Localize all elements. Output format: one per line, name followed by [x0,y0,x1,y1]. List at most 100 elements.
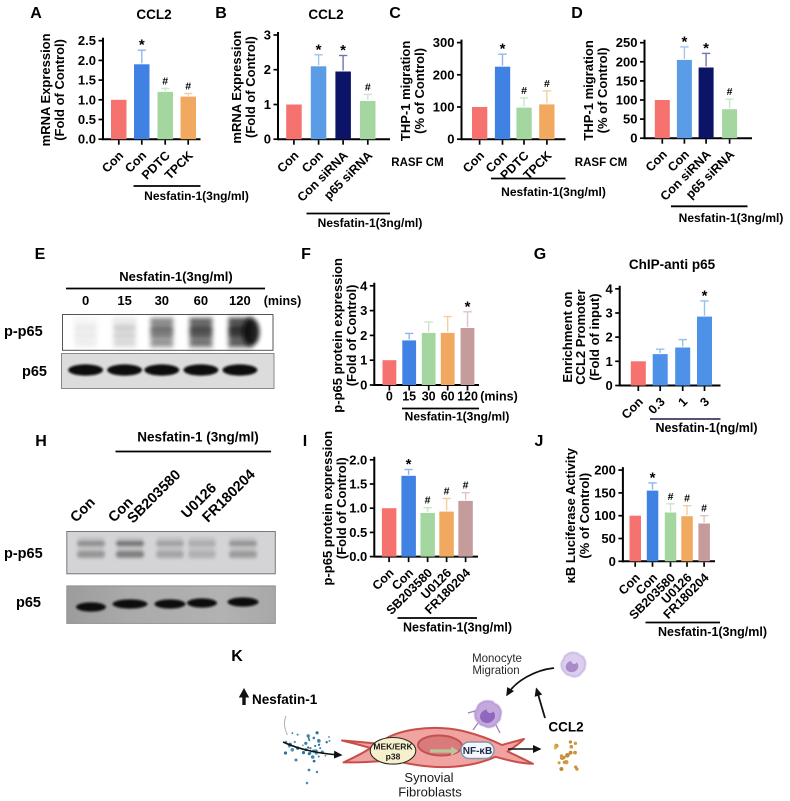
svg-text:1.5: 1.5 [349,477,367,492]
svg-text:0.5: 0.5 [349,525,367,540]
svg-text:0: 0 [360,378,367,393]
svg-text:THP-1 migration: THP-1 migration [581,40,596,140]
svg-text:Nesfatin-1(3ng/ml): Nesfatin-1(3ng/ml) [144,189,249,203]
svg-text:100: 100 [616,93,638,108]
svg-text:Nesfatin-1(3ng/ml): Nesfatin-1(3ng/ml) [318,216,423,230]
svg-text:Monocyte: Monocyte [472,653,522,665]
svg-text:(mins): (mins) [480,390,518,404]
svg-text:Synovial: Synovial [404,770,453,785]
svg-text:#: # [463,480,469,492]
svg-text:CCL2: CCL2 [308,7,343,22]
svg-text:3: 3 [264,28,271,43]
svg-text:#: # [162,75,168,87]
svg-text:1.0: 1.0 [349,501,367,516]
svg-text:#: # [701,503,707,515]
svg-text:*: * [500,41,506,58]
svg-text:4: 4 [360,278,368,293]
svg-text:50: 50 [623,112,637,127]
svg-text:3: 3 [360,303,367,318]
svg-text:κB Luciferase Activity: κB Luciferase Activity [563,447,578,583]
svg-text:2.5: 2.5 [78,33,96,48]
svg-text:(Fold of Control): (Fold of Control) [52,39,67,141]
svg-text:*: * [340,42,346,59]
svg-text:(Fold of Control): (Fold of Control) [334,457,349,559]
svg-text:#: # [425,495,431,507]
svg-text:120: 120 [229,293,251,308]
svg-text:p-p65: p-p65 [4,546,43,562]
svg-text:mRNA Expression: mRNA Expression [229,31,244,144]
svg-text:0: 0 [447,132,454,147]
svg-text:J: J [535,433,544,450]
svg-text:300: 300 [433,35,455,50]
svg-text:1.0: 1.0 [78,92,96,107]
svg-text:I: I [303,433,307,450]
svg-text:1.5: 1.5 [78,73,96,88]
svg-text:(mins): (mins) [264,294,302,308]
svg-text:MEK/ERK: MEK/ERK [373,742,413,752]
svg-text:0: 0 [630,131,637,146]
svg-text:*: * [406,456,412,473]
svg-text:CCL2: CCL2 [136,7,171,22]
svg-text:*: * [139,37,145,54]
svg-text:(Fold of Control): (Fold of Control) [344,284,359,386]
svg-text:Migration: Migration [472,665,519,677]
svg-text:THP-1 migration: THP-1 migration [398,41,413,141]
svg-text:#: # [185,81,191,93]
svg-text:G: G [534,246,546,263]
svg-text:p-p65: p-p65 [4,324,43,340]
svg-text:3: 3 [605,306,612,321]
svg-text:*: * [702,287,708,304]
svg-text:Nesfatin-1(ng/ml): Nesfatin-1(ng/ml) [655,421,757,435]
svg-text:*: * [681,33,687,50]
svg-text:50: 50 [601,531,615,546]
svg-text:mRNA Expression: mRNA Expression [38,33,53,146]
svg-text:#: # [521,85,527,97]
svg-text:1: 1 [360,353,367,368]
svg-text:100: 100 [594,508,616,523]
svg-text:(% of Control): (% of Control) [595,47,610,133]
svg-text:#: # [684,493,690,505]
svg-text:Nesfatin-1 (3ng/ml): Nesfatin-1 (3ng/ml) [137,430,259,445]
svg-text:*: * [465,298,471,315]
svg-text:30: 30 [422,390,436,404]
svg-text:p65: p65 [16,595,41,611]
svg-text:p38: p38 [386,752,401,762]
svg-text:A: A [30,5,42,22]
svg-text:F: F [301,246,311,263]
svg-text:(Fold of Control): (Fold of Control) [243,36,258,138]
svg-text:#: # [444,486,450,498]
svg-text:CCL2 Promoter: CCL2 Promoter [573,289,588,384]
svg-text:60: 60 [194,293,208,308]
svg-text:2: 2 [360,328,367,343]
svg-text:Nesfatin-1(3ng/ml): Nesfatin-1(3ng/ml) [501,185,606,199]
svg-text:0: 0 [605,378,612,393]
svg-text:200: 200 [616,54,638,69]
svg-text:#: # [544,78,550,90]
svg-text:p-p65 protein expression: p-p65 protein expression [330,258,345,413]
svg-text:150: 150 [594,485,616,500]
svg-text:B: B [215,5,227,22]
svg-text:0.0: 0.0 [78,132,96,147]
svg-text:Nesfatin-1(3ng/ml): Nesfatin-1(3ng/ml) [679,211,784,225]
svg-text:Nesfatin-1(3ng/ml): Nesfatin-1(3ng/ml) [403,621,512,635]
svg-text:ChIP-anti p65: ChIP-anti p65 [629,257,716,272]
svg-text:4: 4 [605,281,613,296]
svg-text:30: 30 [155,293,169,308]
svg-text:250: 250 [616,35,638,50]
svg-text:Fibroblasts: Fibroblasts [398,785,462,800]
svg-text:*: * [316,41,322,58]
svg-text:1: 1 [264,97,271,112]
svg-text:D: D [571,5,583,22]
svg-text:120: 120 [457,390,478,404]
svg-text:*: * [703,40,709,57]
svg-text:15: 15 [117,293,131,308]
svg-text:15: 15 [402,390,416,404]
svg-text:p65: p65 [22,364,47,380]
svg-text:2.0: 2.0 [349,452,367,467]
svg-text:200: 200 [594,463,616,478]
svg-text:#: # [668,491,674,503]
svg-text:1: 1 [605,354,612,369]
svg-text:Enrichment on: Enrichment on [560,292,575,383]
svg-text:#: # [727,86,733,98]
svg-text:RASF CM: RASF CM [575,157,627,169]
